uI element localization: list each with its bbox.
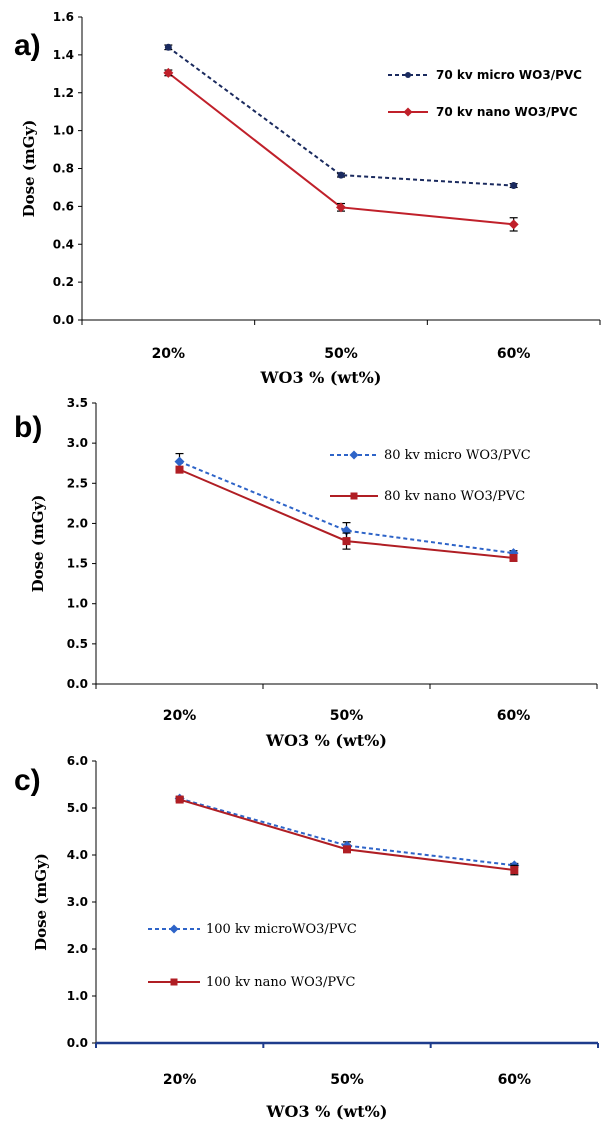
legend-label: 80 kv nano WO3/PVC <box>384 489 525 504</box>
y-tick-label: 3.5 <box>67 396 88 410</box>
data-point <box>336 202 346 213</box>
chart-panel-3: c) 0.0 1.0 2.0 3.0 4.0 5.0 6.0 20% 50% 60% WO3 % (w… <box>14 754 599 1121</box>
data-point <box>337 171 345 179</box>
data-point <box>343 845 351 854</box>
y-tick-label: 4.0 <box>67 848 88 862</box>
legend-label: 70 kv micro WO3/PVC <box>436 68 582 82</box>
panel-label: c) <box>14 764 41 797</box>
y-tick-label: 1.5 <box>67 557 88 571</box>
y-tick-label: 0.0 <box>67 677 88 691</box>
y-axis-label: Dose (mGy) <box>32 853 50 951</box>
legend-marker <box>405 72 411 78</box>
legend-label: 80 kv micro WO3/PVC <box>384 448 531 463</box>
y-axis-label: Dose (mGy) <box>20 120 38 218</box>
series-line <box>167 46 514 187</box>
y-tick-label: 0.6 <box>53 199 74 213</box>
x-axis-label: WO3 % (wt%) <box>265 731 387 750</box>
x-tick-label: 60% <box>497 346 531 362</box>
y-axis-label: Dose (mGy) <box>29 495 47 593</box>
y-tick-label: 6.0 <box>67 754 88 768</box>
y-tick-label: 3.0 <box>67 895 88 909</box>
legend-marker <box>350 492 358 500</box>
y-tick-label: 1.6 <box>53 10 74 24</box>
series-line <box>167 72 514 226</box>
legend-marker <box>169 924 179 934</box>
data-point <box>164 43 172 51</box>
y-tick-label: 0.0 <box>67 1036 88 1050</box>
series-2 <box>175 465 518 562</box>
y-tick-label: 1.0 <box>67 989 88 1003</box>
y-tick-label: 0.0 <box>53 313 74 327</box>
legend-entry-1: 70 kv micro WO3/PVC <box>388 68 582 82</box>
y-tick-label: 1.4 <box>53 48 74 62</box>
data-point <box>509 553 518 562</box>
x-tick-label: 50% <box>330 708 364 724</box>
data-point <box>510 182 518 190</box>
x-tick-label: 60% <box>497 708 531 724</box>
y-tick-label: 1.2 <box>53 86 74 100</box>
legend-label: 100 kv microWO3/PVC <box>206 922 357 937</box>
legend-label: 100 kv nano WO3/PVC <box>206 975 356 990</box>
x-tick-label: 50% <box>324 346 358 362</box>
x-tick-label: 60% <box>498 1072 532 1088</box>
y-tick-label: 1.0 <box>53 124 74 138</box>
data-point <box>508 219 519 230</box>
x-tick-label: 20% <box>163 708 197 724</box>
legend-entry-1: 100 kv microWO3/PVC <box>148 922 357 937</box>
x-tick-label: 20% <box>163 1072 197 1088</box>
legend-marker <box>349 450 359 460</box>
chart-panel-1: a) 0.0 0.2 0.4 0.6 0.8 1.0 1.2 1.4 1.6 20% 50% 60% WO… <box>14 10 601 387</box>
y-tick-label: 2.0 <box>67 942 88 956</box>
data-point <box>510 866 519 875</box>
legend-entry-2: 100 kv nano WO3/PVC <box>148 975 356 990</box>
series-1 <box>174 793 520 871</box>
series-2 <box>175 795 519 876</box>
y-tick-label: 5.0 <box>67 801 88 815</box>
x-tick-label: 20% <box>152 346 186 362</box>
data-point <box>175 465 184 474</box>
panel-label: a) <box>14 29 41 62</box>
data-point <box>342 537 351 546</box>
y-tick-label: 3.0 <box>67 436 88 450</box>
series-line <box>179 798 515 872</box>
x-axis-label: WO3 % (wt%) <box>266 1102 388 1121</box>
y-tick-label: 0.8 <box>53 162 74 176</box>
series-line <box>179 797 515 867</box>
legend-marker <box>403 107 413 117</box>
y-tick-label: 0.2 <box>53 275 74 289</box>
data-point <box>163 67 174 78</box>
panel-label: b) <box>14 411 42 444</box>
chart-panel-2: b) 0.0 0.5 1.0 1.5 2.0 2.5 3.0 3.5 20% 50% 60% WO3 %… <box>14 396 598 750</box>
y-tick-label: 2.0 <box>67 516 88 530</box>
series-1 <box>164 43 518 190</box>
y-tick-label: 2.5 <box>67 476 88 490</box>
y-tick-label: 0.4 <box>53 237 74 251</box>
data-point <box>175 795 184 804</box>
legend-entry-2: 70 kv nano WO3/PVC <box>388 105 578 119</box>
legend-entry-1: 80 kv micro WO3/PVC <box>330 448 531 463</box>
legend-marker <box>170 978 178 986</box>
legend-entry-2: 80 kv nano WO3/PVC <box>330 489 525 504</box>
y-tick-label: 1.0 <box>67 597 88 611</box>
legend-label: 70 kv nano WO3/PVC <box>436 105 578 119</box>
y-tick-label: 0.5 <box>67 637 88 651</box>
data-point <box>174 456 185 467</box>
series-2 <box>163 67 519 232</box>
x-axis-label: WO3 % (wt%) <box>260 368 382 387</box>
x-tick-label: 50% <box>330 1072 364 1088</box>
